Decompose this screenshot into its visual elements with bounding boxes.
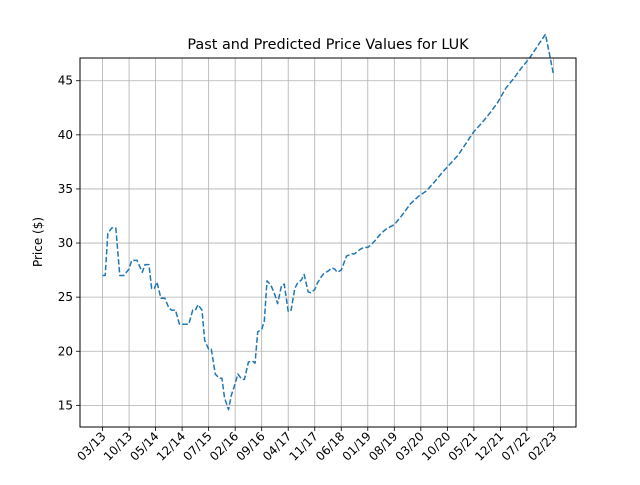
y-tick-label: 25 — [58, 290, 73, 304]
y-axis-label: Price ($) — [31, 217, 45, 267]
grid — [80, 58, 576, 427]
x-tick-label: 10/13 — [101, 429, 135, 463]
x-tick-label: 08/19 — [366, 429, 400, 463]
y-axis: 15 20 25 30 35 40 45 — [58, 74, 80, 412]
x-tick-label: 07/15 — [180, 429, 214, 463]
series-line — [102, 33, 555, 411]
x-axis: 03/1310/1305/1412/1407/1502/1609/1604/17… — [74, 427, 560, 464]
y-tick-label: 30 — [58, 236, 73, 250]
x-tick-label: 09/16 — [233, 429, 267, 463]
x-tick-label: 04/17 — [260, 429, 294, 463]
y-tick-label: 15 — [58, 398, 73, 412]
y-tick-label: 40 — [58, 128, 73, 142]
x-tick-label: 11/17 — [286, 429, 320, 463]
y-tick-label: 35 — [58, 182, 73, 196]
x-tick-label: 10/20 — [419, 429, 453, 463]
series-layer — [102, 33, 555, 411]
x-tick-label: 03/13 — [74, 429, 108, 463]
x-tick-label: 05/21 — [446, 429, 480, 463]
x-tick-label: 06/18 — [313, 429, 347, 463]
x-tick-label: 03/20 — [393, 429, 427, 463]
x-tick-label: 05/14 — [127, 429, 161, 463]
x-tick-label: 02/16 — [207, 429, 241, 463]
x-tick-label: 12/21 — [472, 429, 506, 463]
x-tick-label: 01/19 — [340, 429, 374, 463]
chart-title: Past and Predicted Price Values for LUK — [187, 37, 469, 53]
plot-frame — [79, 57, 577, 428]
x-tick-label: 07/22 — [499, 429, 533, 463]
x-tick-label: 12/14 — [154, 429, 188, 463]
x-tick-label: 02/23 — [525, 429, 559, 463]
y-tick-label: 20 — [58, 344, 73, 358]
y-tick-label: 45 — [58, 74, 73, 88]
